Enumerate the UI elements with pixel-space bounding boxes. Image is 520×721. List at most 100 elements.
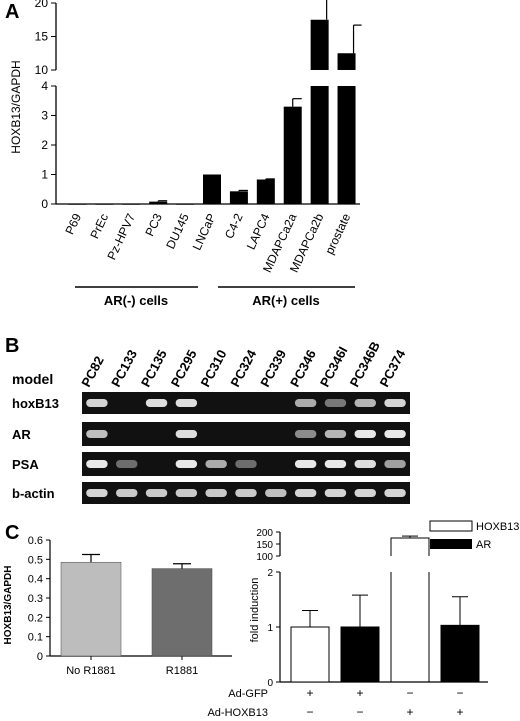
y-tick-label: 2 — [267, 568, 273, 579]
gel-band — [384, 489, 406, 497]
panel-c-right-legend: HOXB13 AR — [429, 520, 519, 551]
x-tick-label: No R1881 — [66, 665, 116, 677]
gel-band — [175, 460, 198, 468]
gel-band — [294, 430, 317, 438]
condition-value: + — [306, 686, 313, 700]
y-tick-label: 0.5 — [28, 554, 43, 566]
gel-lane-label: PC133 — [108, 347, 140, 389]
gel-band — [384, 460, 406, 468]
gel-model-label: model — [12, 371, 53, 387]
gel-band — [205, 460, 227, 468]
gel-lane-label: PC339 — [257, 347, 289, 389]
gel-band — [175, 489, 198, 497]
bar — [95, 203, 114, 205]
ar-positive-group-label: AR(+) cells — [252, 293, 320, 308]
y-tick-label: 15 — [35, 30, 49, 44]
gel-band — [175, 399, 198, 407]
bar-upper-segment — [337, 53, 356, 70]
y-tick-label: 100 — [256, 552, 273, 563]
bar — [176, 203, 195, 205]
panel-c-letter: C — [5, 522, 19, 544]
gel-band — [115, 460, 138, 468]
bar-upper-segment — [390, 537, 430, 556]
gel-row-label: PSA — [12, 457, 39, 472]
gel-band — [86, 489, 108, 497]
y-tick-label: 1 — [41, 168, 48, 182]
x-tick-label: P69 — [62, 211, 84, 237]
gel-band — [384, 399, 406, 407]
bar — [149, 201, 168, 204]
condition-value: − — [406, 686, 413, 700]
gel-lane-labels: PC82 PC133PC135PC295PC310PC324PC339PC346P… — [78, 339, 408, 389]
condition-label: Ad-HOXB13 — [207, 707, 268, 719]
bar — [68, 203, 87, 205]
gel-strip — [82, 392, 410, 414]
gel-band — [354, 489, 377, 497]
gel-row-label: AR — [12, 427, 31, 442]
gel-row-label: b-actin — [12, 486, 55, 501]
gel-band — [294, 489, 317, 497]
gel-rows: hoxB13 AR PSA b-actin — [12, 392, 410, 504]
condition-value: + — [456, 705, 463, 719]
gel-band — [86, 399, 108, 407]
gel-band — [354, 399, 377, 407]
legend-swatch-hoxb13 — [429, 520, 473, 532]
bar-lower-segment — [337, 86, 356, 204]
gel-lane-label: PC374 — [376, 347, 408, 390]
bar — [340, 626, 380, 683]
y-tick-label: 0 — [37, 651, 43, 663]
condition-label: Ad-GFP — [228, 688, 268, 700]
gel-band — [145, 489, 168, 497]
y-tick-label: 3 — [41, 109, 48, 123]
y-tick-label: 0.2 — [28, 612, 43, 624]
y-tick-label: 20 — [35, 0, 49, 10]
gel-band — [86, 430, 108, 438]
gel-band — [354, 430, 377, 438]
bar — [203, 174, 221, 204]
x-tick-label: C4-2 — [222, 211, 246, 241]
condition-value: + — [406, 705, 413, 719]
y-tick-label: 0.3 — [28, 593, 43, 605]
gel-band — [324, 430, 347, 438]
y-tick-label: 200 — [256, 528, 273, 539]
ar-negative-group-label: AR(-) cells — [104, 293, 168, 308]
bar — [256, 179, 275, 204]
panel-c: C HOXB13/GAPDH 0 0.1 0.2 0.3 0.4 0.5 0.6 No R18… — [3, 520, 519, 719]
x-tick-label: LNCaP — [190, 211, 219, 252]
gel-lane-label: PC346I — [317, 344, 351, 389]
gel-band — [205, 489, 227, 497]
bar — [151, 568, 213, 657]
panel-c-right-bars — [290, 535, 480, 683]
bar-upper-segment — [310, 19, 329, 70]
bar-lower-segment — [310, 86, 329, 204]
condition-value: + — [356, 686, 363, 700]
x-tick-label: prostate — [322, 211, 353, 257]
y-tick-label: 0.1 — [28, 632, 43, 644]
gel-lane-label: PC310 — [198, 347, 230, 389]
bar-lower-segment — [390, 572, 430, 682]
panel-b: B model PC82 PC133PC135PC295PC310PC324PC3… — [5, 335, 410, 504]
bar — [229, 191, 248, 204]
bar — [440, 624, 480, 683]
x-tick-label: LAPC4 — [244, 211, 273, 252]
panel-b-letter: B — [5, 335, 19, 357]
y-tick-label: 1 — [267, 623, 273, 634]
panel-c-left-axes: 0 0.1 0.2 0.3 0.4 0.5 0.6 No R1881 R1881 — [28, 535, 232, 677]
gel-band — [354, 460, 377, 468]
panel-a-y-axis-label: HOXB13/GAPDH — [9, 60, 23, 153]
gel-lane-label: PC295 — [168, 347, 200, 389]
gel-band — [324, 460, 347, 468]
panel-c-left-y-axis-label: HOXB13/GAPDH — [3, 566, 14, 645]
y-tick-label: 0.6 — [28, 535, 43, 547]
condition-value: − — [306, 705, 313, 719]
y-tick-label: 0 — [41, 197, 48, 211]
gel-band — [265, 489, 287, 497]
gel-band — [294, 460, 317, 468]
gel-band — [235, 489, 257, 497]
gel-lane-label: PC82 — [78, 354, 107, 390]
bar — [122, 203, 141, 205]
panel-a-letter: A — [5, 1, 19, 23]
x-tick-label: PrEc — [87, 211, 111, 240]
panel-c-left-bars — [60, 553, 213, 657]
